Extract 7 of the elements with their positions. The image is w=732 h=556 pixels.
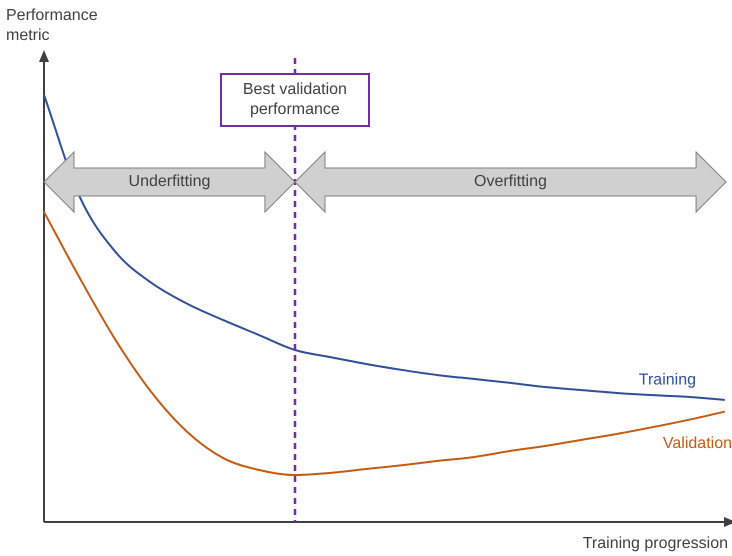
x-axis-title: Training progression — [582, 534, 728, 554]
annotation: Overfitting — [474, 172, 547, 192]
annotation: Underfitting — [128, 172, 210, 192]
series-label: Validation — [662, 435, 732, 452]
y-axis-title: Performance metric — [6, 6, 99, 46]
annotation: Best validation performance — [220, 73, 370, 127]
series-label: Training — [638, 371, 696, 388]
